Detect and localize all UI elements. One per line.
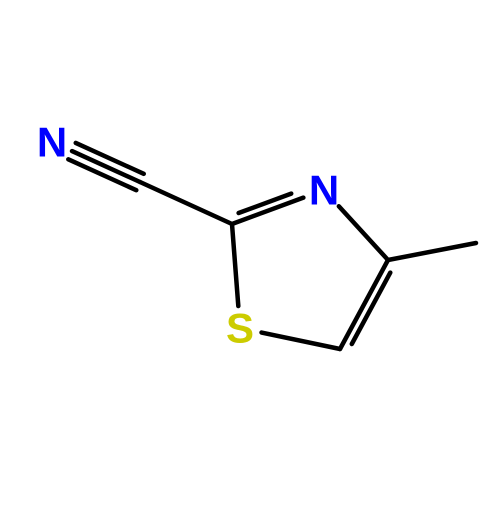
atom-n-label: N bbox=[37, 119, 67, 166]
molecule-diagram: N N S bbox=[0, 0, 500, 500]
atom-s-label: S bbox=[226, 305, 254, 352]
atom-n-label: N bbox=[309, 167, 339, 214]
